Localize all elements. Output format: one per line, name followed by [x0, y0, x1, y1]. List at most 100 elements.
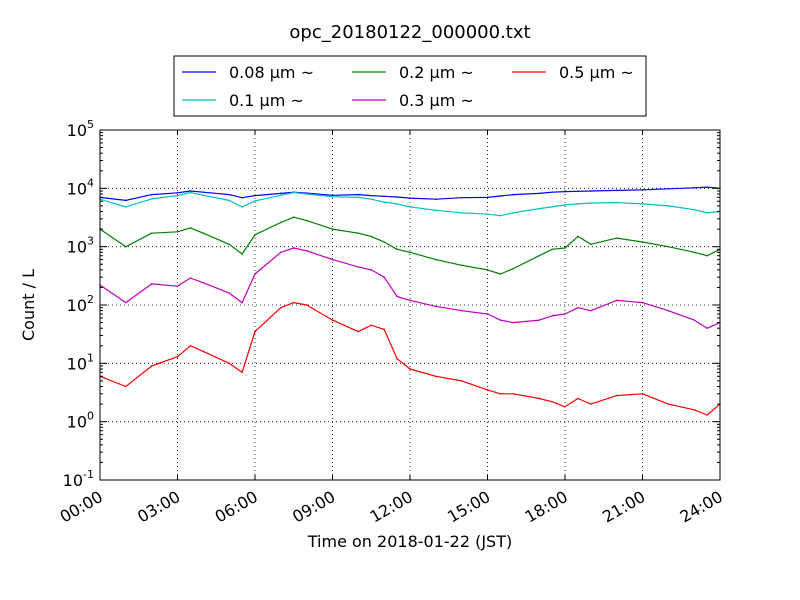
data-point	[189, 190, 192, 192]
y-tick-base: 10	[67, 354, 87, 373]
legend: 0.08 μm ~ 0.1 μm ~ 0.2 μm ~ 0.3 μm ~ 0.5 μm …	[173, 55, 647, 117]
y-tick-exponent: 2	[87, 293, 94, 306]
data-point	[280, 194, 282, 197]
x-tick-label: 12:00	[367, 487, 416, 527]
data-point	[202, 191, 205, 193]
data-point	[409, 368, 411, 370]
data-point	[241, 371, 243, 374]
data-point	[693, 251, 695, 254]
legend-label: 0.1 μm ~	[229, 91, 304, 110]
data-point	[590, 202, 592, 204]
data-point	[409, 251, 411, 254]
legend-entry: 0.08 μm ~	[182, 63, 314, 82]
legend-label: 0.08 μm ~	[229, 63, 314, 82]
data-point	[706, 212, 708, 214]
y-tick-exponent: -1	[83, 468, 94, 481]
y-tick-label: 101	[67, 351, 94, 373]
series-3	[99, 247, 721, 330]
data-point	[538, 207, 540, 210]
data-point	[486, 389, 489, 391]
data-point	[590, 403, 592, 405]
data-point	[564, 405, 566, 408]
data-point	[176, 285, 179, 288]
series-line	[99, 191, 721, 217]
data-point	[551, 191, 553, 193]
data-point	[667, 309, 670, 312]
data-point	[641, 301, 644, 304]
data-point	[241, 301, 243, 304]
chart-title: opc_20180122_000000.txt	[289, 22, 530, 43]
data-point	[564, 204, 566, 206]
data-point	[512, 267, 515, 270]
data-point	[189, 191, 192, 194]
data-point	[512, 193, 515, 196]
data-point	[499, 273, 502, 275]
data-point	[176, 191, 179, 194]
y-tick-base: 10	[67, 179, 87, 198]
data-point	[150, 232, 153, 235]
data-point	[577, 397, 579, 400]
data-point	[590, 309, 592, 312]
data-point	[693, 208, 695, 211]
data-point	[512, 212, 515, 214]
data-point	[292, 301, 295, 304]
data-point	[435, 258, 437, 261]
data-point	[228, 243, 230, 246]
data-point	[396, 248, 398, 251]
data-point	[357, 232, 360, 235]
data-point	[370, 235, 373, 238]
data-point	[305, 304, 308, 306]
data-point	[706, 327, 708, 330]
data-point	[125, 385, 127, 388]
data-point	[590, 190, 592, 192]
x-tick-label: 03:00	[134, 487, 183, 527]
y-tick-base: 10	[67, 121, 87, 140]
data-point	[551, 248, 553, 251]
y-tick-exponent: 5	[87, 118, 94, 131]
data-point	[667, 188, 670, 190]
data-point	[292, 247, 295, 249]
data-point	[512, 393, 515, 395]
data-point	[486, 313, 489, 315]
data-point	[538, 254, 540, 257]
data-point	[460, 196, 463, 199]
data-point	[435, 198, 437, 201]
data-point	[396, 357, 398, 360]
x-tick-label: 00:00	[57, 487, 106, 527]
data-point	[641, 189, 644, 191]
data-point	[254, 200, 256, 202]
data-point	[370, 324, 373, 327]
x-tick-label: 18:00	[522, 487, 571, 527]
x-axis-label: Time on 2018-01-22 (JST)	[307, 532, 512, 551]
data-point	[435, 375, 437, 378]
data-point	[280, 192, 282, 195]
data-point	[370, 198, 373, 201]
data-point	[280, 221, 282, 224]
data-point	[202, 350, 205, 353]
data-point	[499, 319, 502, 321]
data-point	[396, 196, 398, 198]
data-point	[499, 393, 502, 395]
data-point	[499, 195, 502, 197]
data-point	[280, 251, 282, 254]
data-point	[435, 305, 437, 308]
x-tick-label: 21:00	[599, 487, 648, 527]
data-point	[202, 194, 205, 197]
y-tick-base: 10	[67, 296, 87, 315]
data-point	[615, 299, 618, 302]
series-line	[99, 186, 721, 201]
series-line	[99, 216, 721, 275]
data-point	[551, 400, 553, 403]
legend-entry: 0.1 μm ~	[182, 91, 304, 110]
data-point	[176, 194, 179, 197]
grid	[100, 130, 720, 480]
data-point	[383, 328, 385, 331]
data-point	[486, 213, 489, 216]
data-point	[667, 245, 670, 248]
x-tick-label: 09:00	[289, 487, 338, 527]
data-point	[202, 282, 205, 284]
data-point	[176, 230, 179, 233]
data-point	[331, 258, 334, 261]
